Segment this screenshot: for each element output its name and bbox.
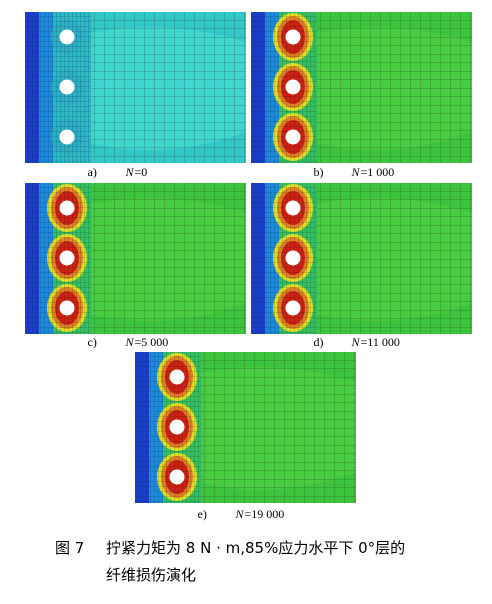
bolt-hole: [285, 29, 301, 45]
contour-panel: [135, 352, 356, 503]
bolt-hole: [169, 369, 185, 385]
subfigure-variable: N: [235, 507, 245, 521]
mesh: [251, 183, 317, 334]
mesh: [317, 12, 472, 163]
subfigure-value: =19 000: [245, 507, 285, 521]
subfigure-variable: N: [125, 335, 135, 349]
bolt-hole: [285, 79, 301, 95]
bolt-hole: [169, 469, 185, 485]
figure-caption: 纤维损伤演化: [106, 566, 196, 584]
contour-panel: [25, 12, 246, 163]
bolt-hole: [59, 129, 75, 145]
subfigure-value: =1 000: [361, 165, 395, 179]
mesh: [251, 12, 317, 163]
figure-number: 图 7: [55, 539, 84, 557]
subfigure-label: c): [88, 335, 97, 349]
bolt-hole: [285, 250, 301, 266]
figure-caption: 拧紧力矩为 8 N · m,85%应力水平下 0°层的: [106, 539, 405, 557]
bolt-hole: [285, 129, 301, 145]
bolt-hole: [59, 79, 75, 95]
contour-panel: [251, 12, 472, 163]
subfigure-value: =11 000: [361, 335, 400, 349]
bolt-hole: [285, 300, 301, 316]
bolt-hole: [169, 419, 185, 435]
mesh: [25, 183, 91, 334]
mesh: [135, 352, 201, 503]
subfigure-variable: N: [125, 165, 135, 179]
bolt-hole: [59, 300, 75, 316]
bolt-hole: [59, 250, 75, 266]
bolt-hole: [59, 29, 75, 45]
contour-panel: [251, 183, 472, 334]
subfigure-label: b): [314, 165, 324, 179]
contour-panel: [25, 183, 246, 334]
mesh: [25, 12, 91, 163]
subfigure-label: e): [198, 507, 207, 521]
bolt-hole: [59, 200, 75, 216]
subfigure-variable: N: [351, 165, 361, 179]
mesh: [91, 183, 246, 334]
subfigure-label: a): [88, 165, 97, 179]
mesh: [91, 12, 246, 163]
mesh: [201, 352, 356, 503]
subfigure-label: d): [314, 335, 324, 349]
subfigure-value: =5 000: [135, 335, 169, 349]
mesh: [317, 183, 472, 334]
bolt-hole: [285, 200, 301, 216]
subfigure-variable: N: [351, 335, 361, 349]
subfigure-value: =0: [135, 165, 148, 179]
